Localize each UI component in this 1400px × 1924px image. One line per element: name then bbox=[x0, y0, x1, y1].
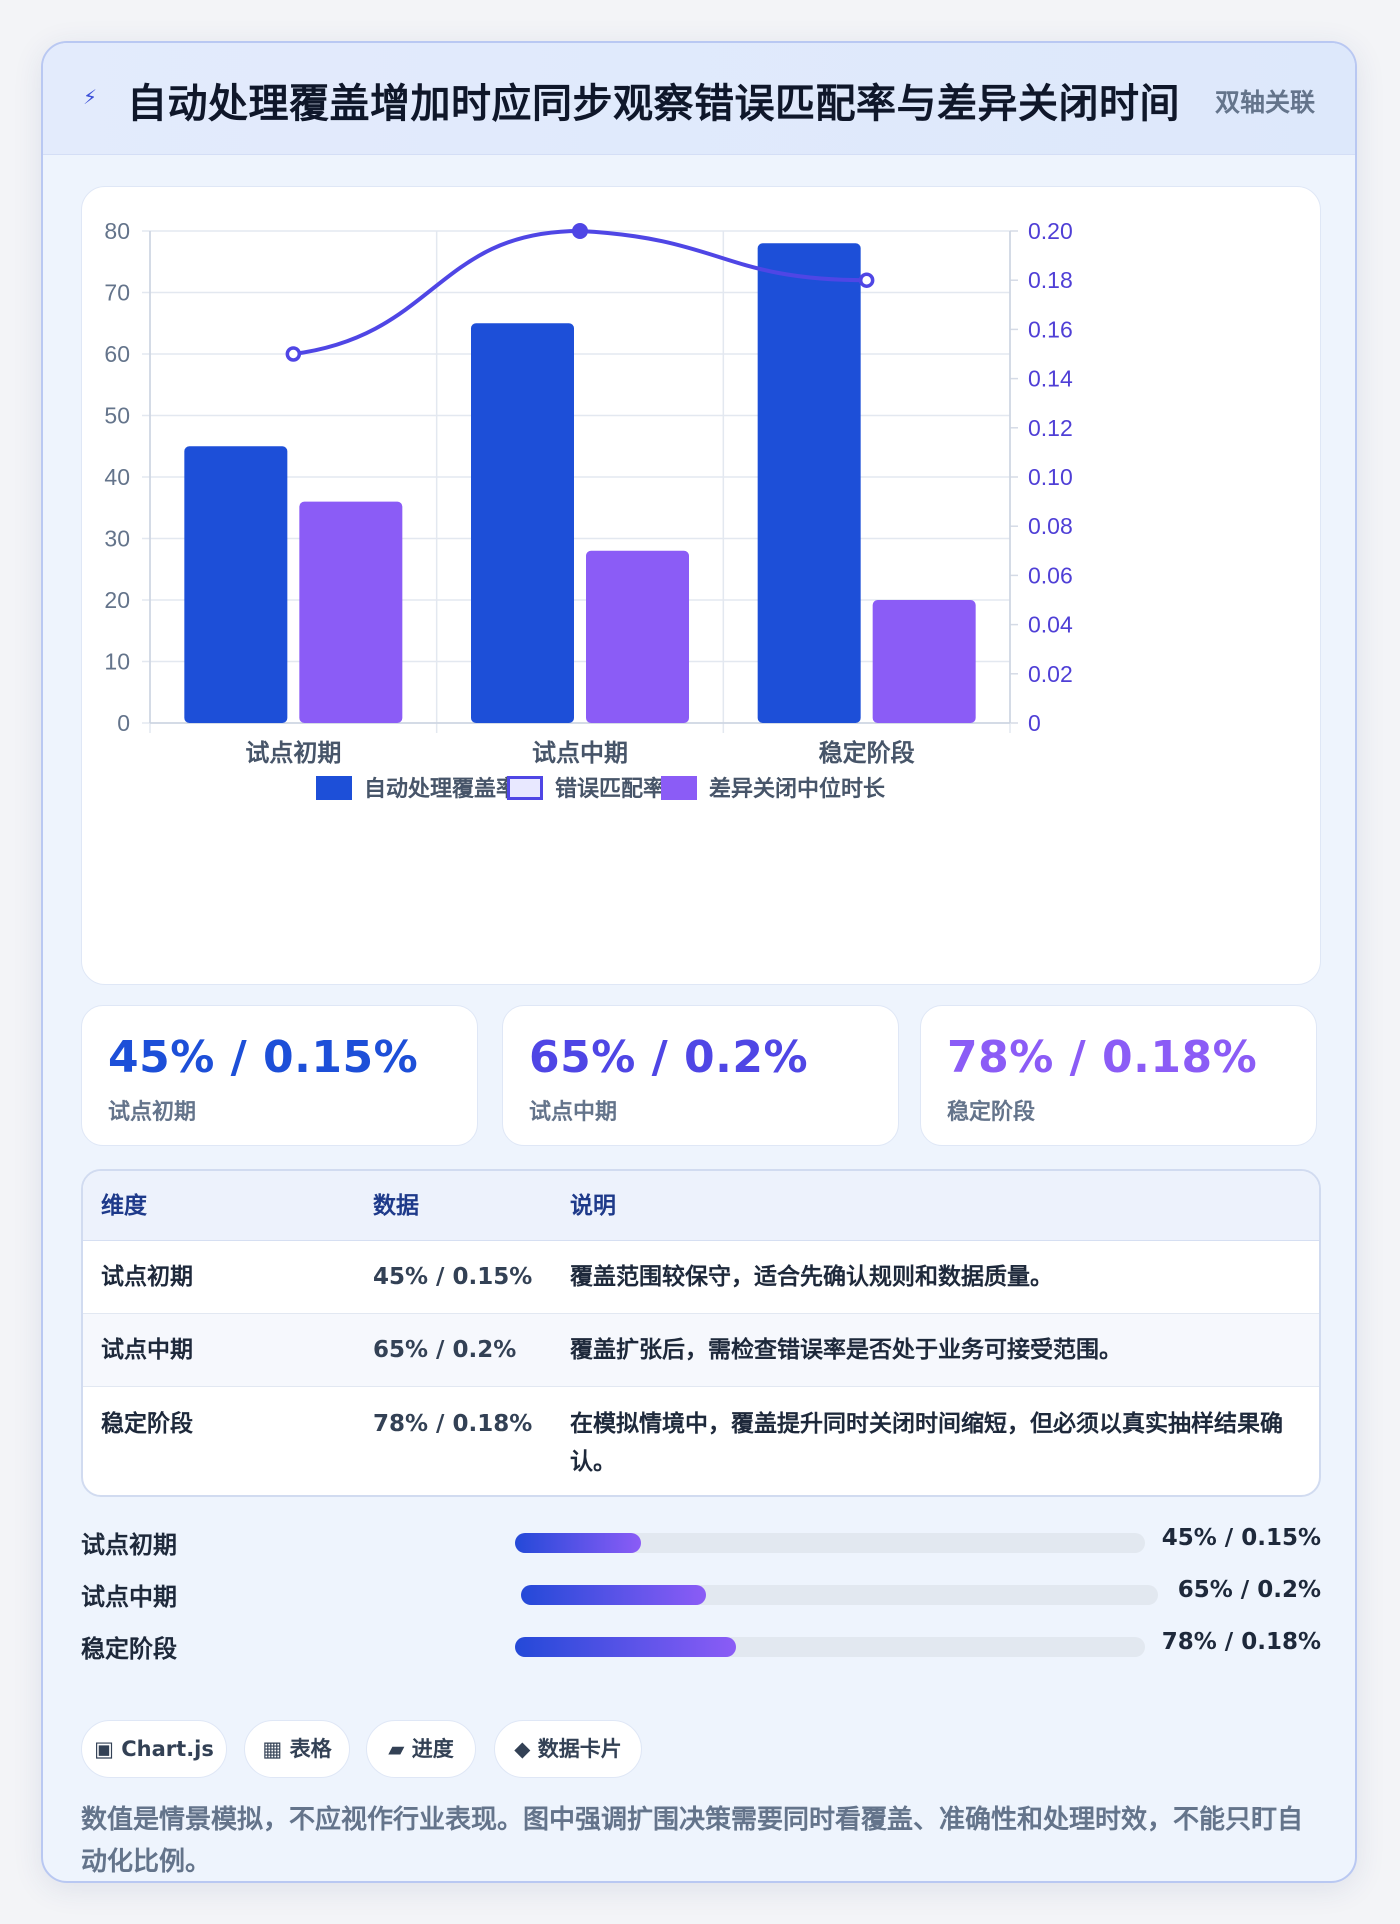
y2-tick-label: 0.14 bbox=[1028, 366, 1073, 392]
table-header-row: 维度 数据 说明 bbox=[83, 1171, 1319, 1241]
chip-chartjs[interactable]: ▣ Chart.js bbox=[81, 1720, 227, 1778]
chip-label: 表格 bbox=[289, 1737, 332, 1761]
table-row: 稳定阶段 78% / 0.18% 在模拟情境中，覆盖提升同时关闭时间缩短，但必须… bbox=[83, 1387, 1319, 1495]
line-point bbox=[285, 346, 302, 362]
legend-label: 差异关闭中位时长 bbox=[709, 776, 886, 802]
table-cell: 试点中期 bbox=[101, 1337, 193, 1363]
progress-fill bbox=[521, 1585, 706, 1605]
bar-close-time bbox=[299, 501, 403, 723]
x-tick-label: 试点初期 bbox=[245, 739, 341, 767]
stat-value: 45% / 0.15% bbox=[108, 1032, 419, 1083]
progress-label: 稳定阶段 bbox=[81, 1635, 177, 1663]
progress-track bbox=[515, 1637, 1145, 1657]
table-cell: 试点初期 bbox=[101, 1264, 193, 1290]
y2-tick-label: 0.16 bbox=[1028, 316, 1073, 342]
chip-progress[interactable]: ▰ 进度 bbox=[366, 1720, 476, 1778]
legend-swatch bbox=[661, 776, 697, 800]
y2-tick-label: 0.12 bbox=[1028, 415, 1073, 441]
progress-value: 45% / 0.15% bbox=[1161, 1525, 1321, 1551]
legend-label: 错误匹配率 bbox=[555, 776, 665, 802]
bar-coverage bbox=[471, 323, 574, 723]
chip-label: 数据卡片 bbox=[537, 1737, 622, 1761]
chip-label: 进度 bbox=[411, 1737, 454, 1761]
progress-fill bbox=[515, 1533, 641, 1553]
legend-label: 自动处理覆盖率 bbox=[364, 776, 518, 802]
square-icon: ▣ bbox=[94, 1737, 114, 1761]
y-tick-label: 20 bbox=[104, 587, 130, 613]
chip-data-card[interactable]: ◆ 数据卡片 bbox=[494, 1720, 642, 1778]
progress-label: 试点初期 bbox=[81, 1531, 177, 1559]
table-cell: 覆盖扩张后，需检查错误率是否处于业务可接受范围。 bbox=[570, 1337, 1122, 1363]
table-cell: 65% / 0.2% bbox=[373, 1337, 517, 1363]
table-cell: 在模拟情境中，覆盖提升同时关闭时间缩短，但必须以真实抽样结果确认。 bbox=[570, 1411, 1283, 1475]
table-cell: 78% / 0.18% bbox=[373, 1411, 533, 1437]
stat-label: 稳定阶段 bbox=[947, 1100, 1036, 1125]
table-cell: 覆盖范围较保守，适合先确认规则和数据质量。 bbox=[570, 1264, 1053, 1290]
stat-card: 78% / 0.18% 稳定阶段 bbox=[920, 1005, 1317, 1146]
header-tag: 双轴关联 bbox=[1214, 88, 1315, 117]
bar-coverage bbox=[757, 243, 861, 724]
card-header: ⚡ 自动处理覆盖增加时应同步观察错误匹配率与差异关闭时间 双轴关联 bbox=[43, 43, 1355, 155]
table-cell: 45% / 0.15% bbox=[373, 1264, 533, 1290]
table-header-cell: 维度 bbox=[101, 1193, 147, 1219]
chip-table[interactable]: ▦ 表格 bbox=[244, 1720, 350, 1778]
diamond-icon: ◆ bbox=[514, 1737, 531, 1761]
bar-coverage bbox=[184, 446, 288, 723]
data-table: 维度 数据 说明 试点初期 45% / 0.15% 覆盖范围较保守，适合先确认规… bbox=[81, 1169, 1321, 1497]
y2-tick-label: 0.20 bbox=[1028, 218, 1073, 244]
progress-track bbox=[515, 1533, 1145, 1553]
stat-card: 65% / 0.2% 试点中期 bbox=[502, 1005, 899, 1146]
y2-tick-label: 0.06 bbox=[1028, 562, 1073, 588]
y2-tick-label: 0.02 bbox=[1028, 661, 1073, 687]
legend-swatch bbox=[507, 776, 543, 800]
grid-icon: ▦ bbox=[262, 1737, 283, 1761]
dual-axis-chart: 80 70 60 50 40 30 20 10 0 0.20 0.18 0.16 0.14 0.12 0.1… bbox=[104, 218, 1073, 802]
y2-tick-label: 0.04 bbox=[1028, 612, 1073, 638]
chart-panel: 80 70 60 50 40 30 20 10 0 0.20 0.18 0.16 0.14 0.12 0.1… bbox=[81, 186, 1321, 985]
legend-swatch bbox=[316, 776, 352, 800]
progress-fill bbox=[515, 1637, 736, 1657]
bar-close-time bbox=[586, 550, 689, 723]
progress-value: 65% / 0.2% bbox=[1177, 1577, 1321, 1603]
bar-close-time bbox=[872, 600, 976, 723]
progress-value: 78% / 0.18% bbox=[1161, 1629, 1321, 1655]
y-tick-label: 60 bbox=[104, 341, 130, 367]
y-tick-label: 80 bbox=[104, 218, 130, 244]
y-tick-label: 40 bbox=[104, 464, 130, 490]
table-cell: 稳定阶段 bbox=[101, 1411, 193, 1437]
progress-track bbox=[521, 1585, 1158, 1605]
y-tick-label: 50 bbox=[104, 403, 130, 429]
table-row: 试点初期 45% / 0.15% 覆盖范围较保守，适合先确认规则和数据质量。 bbox=[83, 1241, 1319, 1314]
progress-row: 稳定阶段 78% / 0.18% bbox=[81, 1625, 1321, 1665]
y2-tick-label: 0.10 bbox=[1028, 464, 1073, 490]
progress-row: 试点中期 65% / 0.2% bbox=[81, 1573, 1321, 1613]
y2-tick-label: 0.08 bbox=[1028, 513, 1073, 539]
x-tick-label: 稳定阶段 bbox=[819, 739, 915, 767]
table-header-cell: 说明 bbox=[570, 1193, 616, 1219]
report-card: ⚡ 自动处理覆盖增加时应同步观察错误匹配率与差异关闭时间 双轴关联 80 70 60… bbox=[41, 41, 1357, 1883]
stat-value: 78% / 0.18% bbox=[947, 1032, 1258, 1083]
y2-tick-label: 0.18 bbox=[1028, 267, 1073, 293]
y-tick-label: 70 bbox=[104, 280, 130, 306]
table-row: 试点中期 65% / 0.2% 覆盖扩张后，需检查错误率是否处于业务可接受范围。 bbox=[83, 1314, 1319, 1387]
chip-label: Chart.js bbox=[121, 1737, 214, 1761]
line-point bbox=[572, 223, 588, 239]
y-tick-label: 0 bbox=[117, 710, 130, 736]
bolt-icon: ⚡ bbox=[83, 85, 98, 109]
stat-card: 45% / 0.15% 试点初期 bbox=[81, 1005, 478, 1146]
progress-label: 试点中期 bbox=[81, 1583, 177, 1611]
stat-label: 试点初期 bbox=[108, 1100, 197, 1125]
progress-row: 试点初期 45% / 0.15% bbox=[81, 1521, 1321, 1561]
page-title: 自动处理覆盖增加时应同步观察错误匹配率与差异关闭时间 bbox=[127, 81, 1180, 127]
line-point bbox=[858, 272, 875, 288]
x-tick-label: 试点中期 bbox=[532, 739, 628, 767]
stat-value: 65% / 0.2% bbox=[529, 1032, 809, 1083]
footnote: 数值是情景模拟，不应视作行业表现。图中强调扩围决策需要同时看覆盖、准确性和处理时… bbox=[81, 1805, 1304, 1877]
y-tick-label: 30 bbox=[104, 526, 130, 552]
stat-label: 试点中期 bbox=[529, 1100, 618, 1125]
parallelogram-icon: ▰ bbox=[388, 1737, 405, 1761]
y2-tick-label: 0 bbox=[1028, 710, 1041, 736]
y-tick-label: 10 bbox=[104, 649, 130, 675]
table-header-cell: 数据 bbox=[373, 1193, 419, 1219]
